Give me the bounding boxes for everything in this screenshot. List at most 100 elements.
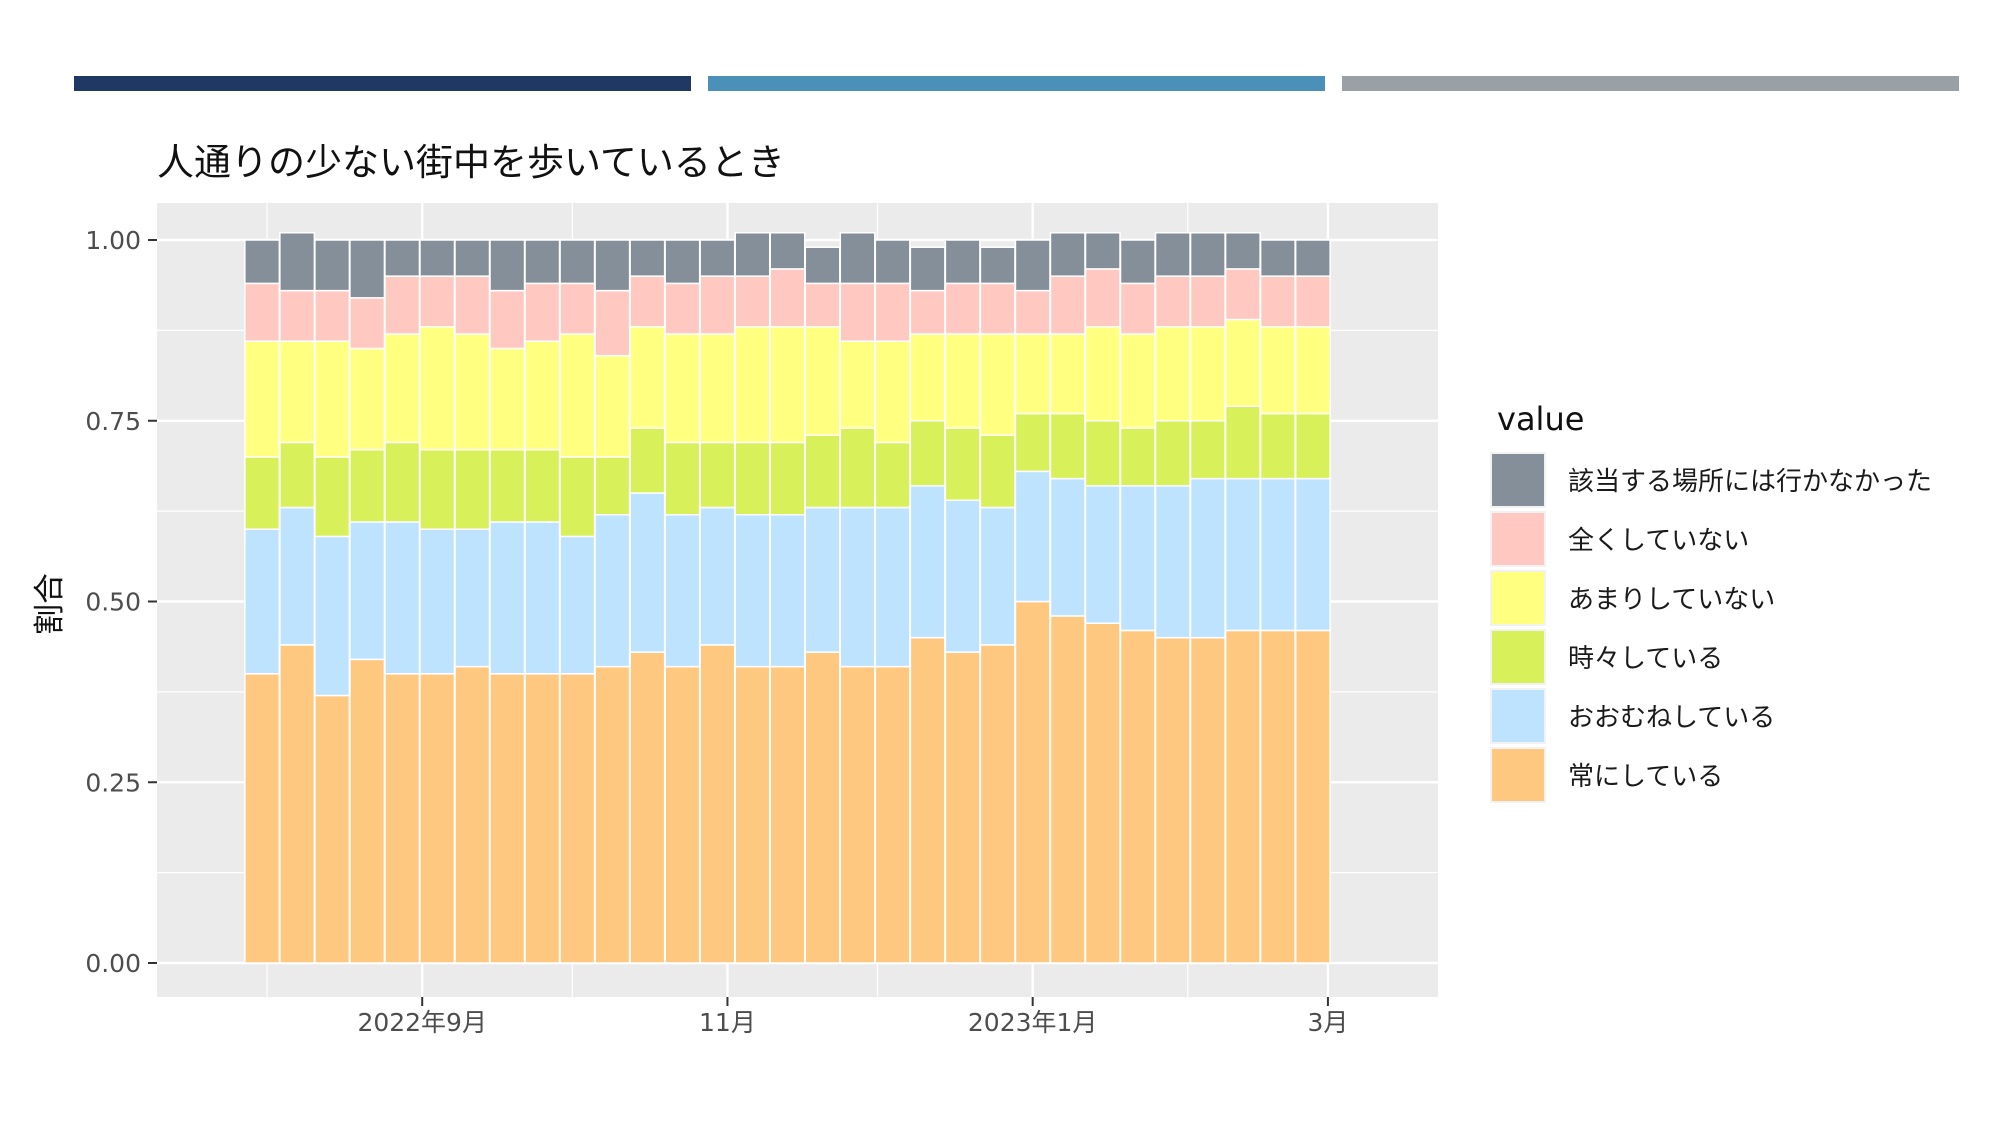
bar-segment bbox=[804, 651, 841, 964]
bar-segment bbox=[664, 239, 701, 285]
axes: 0.00 0.25 0.50 0.75 1.00 2022年9月 11月 2023年1月 3月 bbox=[85, 226, 1348, 1037]
bar-segment bbox=[804, 246, 841, 285]
bar-segment bbox=[524, 282, 561, 342]
bar-segment bbox=[944, 651, 981, 964]
bar-segment bbox=[979, 282, 1016, 335]
bar-segment bbox=[1259, 275, 1296, 328]
bar-segment bbox=[1189, 326, 1226, 422]
bar-segment bbox=[384, 441, 421, 523]
y-tick-label: 0.75 bbox=[85, 407, 141, 436]
bar-segment bbox=[909, 246, 946, 292]
bar-segment bbox=[524, 521, 561, 675]
bar-segment bbox=[699, 441, 736, 509]
bar-segment bbox=[1294, 629, 1331, 964]
bar-segment bbox=[1154, 232, 1191, 277]
bar-segment bbox=[489, 347, 526, 451]
bar-segment bbox=[909, 289, 946, 335]
bar-segment bbox=[804, 282, 841, 328]
bar-segment bbox=[349, 347, 386, 451]
bar-segment bbox=[349, 658, 386, 964]
bar-segment bbox=[1049, 615, 1086, 964]
bar-segment bbox=[454, 239, 491, 277]
bar-segment bbox=[1049, 333, 1086, 415]
bar-segment bbox=[559, 535, 596, 675]
legend-label: 時々している bbox=[1568, 644, 1723, 674]
bar-segment bbox=[244, 673, 281, 964]
bar-segment bbox=[944, 333, 981, 429]
bar-segment bbox=[1224, 318, 1261, 408]
bar-segment bbox=[594, 665, 631, 964]
bar-segment bbox=[349, 448, 386, 523]
bar-segment bbox=[944, 499, 981, 653]
bar-segment bbox=[1049, 412, 1086, 480]
bar-segment bbox=[874, 665, 911, 964]
bar-segment bbox=[244, 456, 281, 530]
bar-segment bbox=[1119, 282, 1156, 335]
header-bar-blue bbox=[708, 76, 1325, 91]
bar-segment bbox=[384, 275, 421, 335]
bar-segment bbox=[874, 506, 911, 668]
bar-segment bbox=[244, 239, 281, 285]
bars bbox=[244, 232, 1331, 964]
bar-segment bbox=[524, 673, 561, 964]
bar-segment bbox=[769, 441, 806, 516]
y-tick-label: 1.00 bbox=[85, 226, 141, 255]
bar-segment bbox=[489, 239, 526, 292]
bar-segment bbox=[489, 289, 526, 350]
bar-segment bbox=[664, 665, 701, 964]
bar-segment bbox=[244, 528, 281, 675]
bar-segment bbox=[1119, 629, 1156, 964]
bar-segment bbox=[1014, 333, 1051, 415]
bar-segment bbox=[384, 673, 421, 964]
bar-segment bbox=[1014, 470, 1051, 603]
legend: value 該当する場所には行かなかった全くしていないあまりしていない時々してい… bbox=[1490, 400, 1932, 803]
bar-segment bbox=[489, 521, 526, 675]
bar-segment bbox=[244, 282, 281, 342]
bar-segment bbox=[419, 448, 456, 530]
bar-segment bbox=[384, 333, 421, 444]
bar-segment bbox=[1294, 477, 1331, 632]
bar-segment bbox=[594, 289, 631, 357]
bar-segment bbox=[979, 434, 1016, 509]
bar-segment bbox=[314, 456, 351, 538]
bar-segment bbox=[454, 333, 491, 451]
bar-segment bbox=[524, 340, 561, 451]
bar-segment bbox=[909, 333, 946, 422]
bar-segment bbox=[419, 239, 456, 277]
bar-segment bbox=[559, 456, 596, 538]
bar-segment bbox=[1294, 412, 1331, 480]
bar-segment bbox=[314, 340, 351, 458]
bar-segment bbox=[1189, 420, 1226, 480]
bar-segment bbox=[594, 513, 631, 668]
bar-segment bbox=[979, 246, 1016, 285]
bar-segment bbox=[699, 275, 736, 335]
bar-segment bbox=[734, 275, 771, 328]
bar-segment bbox=[1189, 232, 1226, 277]
legend-swatch bbox=[1492, 690, 1544, 742]
bar-segment bbox=[979, 333, 1016, 436]
bar-segment bbox=[1259, 629, 1296, 964]
bar-segment bbox=[664, 282, 701, 335]
bar-segment bbox=[979, 506, 1016, 646]
bar-segment bbox=[629, 492, 666, 653]
bar-segment bbox=[699, 239, 736, 277]
bar-segment bbox=[1224, 232, 1261, 270]
bar-segment bbox=[874, 282, 911, 342]
bar-segment bbox=[909, 636, 946, 964]
bar-segment bbox=[559, 282, 596, 335]
bar-segment bbox=[279, 506, 316, 646]
bar-segment bbox=[629, 427, 666, 494]
bar-segment bbox=[944, 239, 981, 285]
bar-segment bbox=[1294, 239, 1331, 277]
bar-segment bbox=[594, 456, 631, 516]
bar-segment bbox=[1259, 239, 1296, 277]
bar-segment bbox=[1014, 412, 1051, 473]
bar-segment bbox=[699, 644, 736, 964]
bar-segment bbox=[1154, 636, 1191, 964]
bar-segment bbox=[279, 644, 316, 964]
bar-segment bbox=[489, 448, 526, 523]
bar-segment bbox=[349, 239, 386, 299]
y-tick-label: 0.00 bbox=[85, 949, 141, 978]
bar-segment bbox=[384, 239, 421, 277]
bar-segment bbox=[1154, 275, 1191, 328]
